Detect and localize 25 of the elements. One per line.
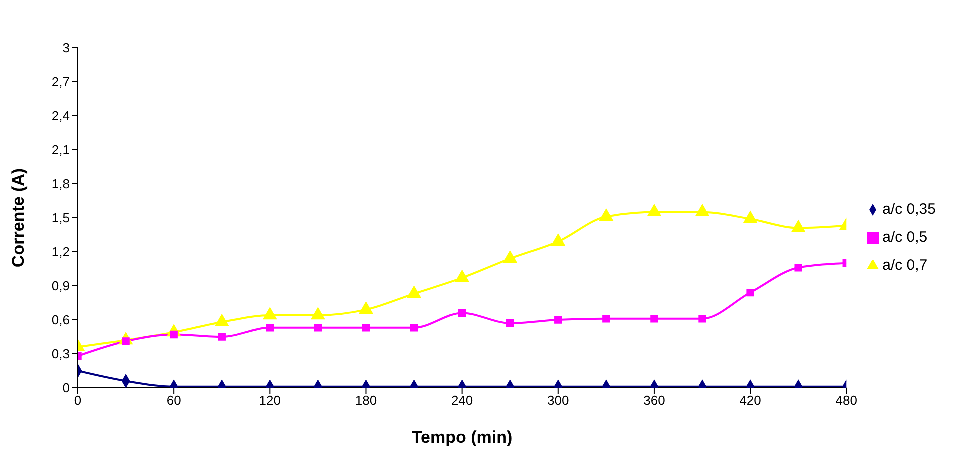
y-tick-label: 2,4: [52, 108, 70, 124]
x-tick-label: 120: [259, 393, 282, 408]
x-tick-label: 360: [644, 393, 666, 408]
y-tick-label: 0: [62, 380, 70, 396]
y-tick-label: 1,2: [52, 244, 70, 260]
y-tick-label: 2,1: [52, 142, 70, 158]
legend-label: a/c 0,5: [882, 229, 928, 246]
y-tick-label: 1,5: [52, 210, 70, 226]
x-axis-title: Tempo (min): [412, 428, 513, 447]
y-tick-label: 0,6: [52, 312, 70, 328]
x-tick-label: 60: [166, 393, 182, 408]
y-tick-label: 1,8: [52, 176, 70, 192]
legend-label: a/c 0,7: [882, 257, 928, 274]
y-tick-label: 0,3: [52, 346, 70, 362]
x-tick-label: 300: [548, 393, 570, 408]
y-axis-title: Corrente (A): [9, 168, 28, 268]
y-tick-label: 0,9: [52, 278, 70, 294]
x-tick-label: 180: [355, 393, 378, 408]
y-tick-label: 3: [62, 40, 70, 56]
x-tick-label: 0: [74, 393, 82, 408]
y-tick-label: 2,7: [52, 74, 70, 90]
legend-label: a/c 0,35: [882, 201, 936, 218]
x-tick-label: 240: [451, 393, 474, 408]
x-tick-label: 420: [740, 393, 762, 408]
x-tick-label: 480: [836, 393, 858, 408]
